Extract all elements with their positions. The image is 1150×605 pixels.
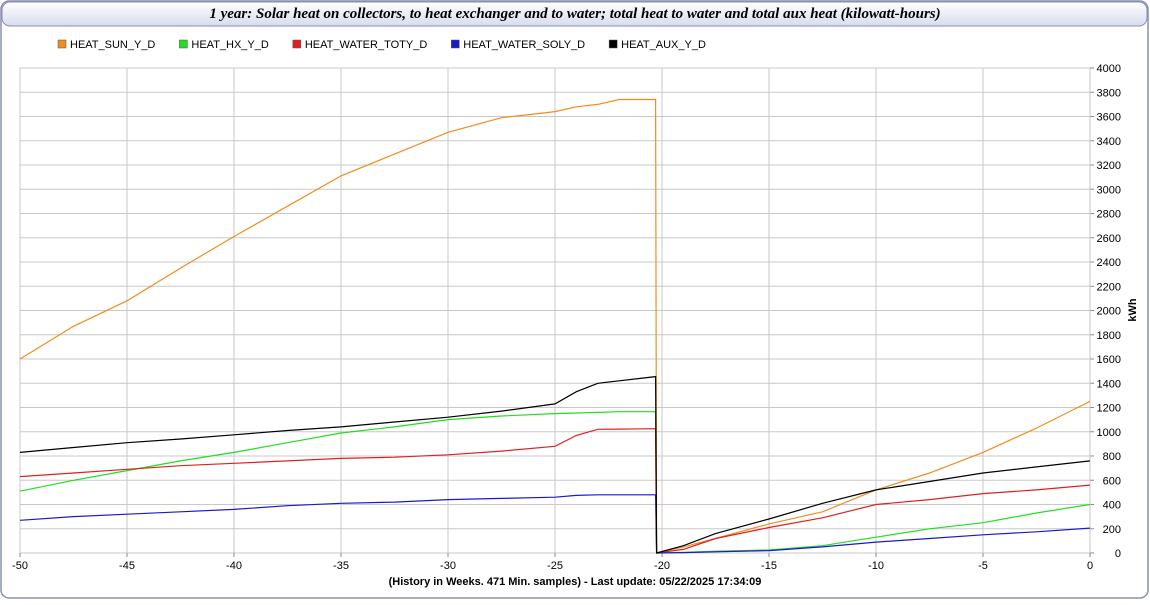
- legend-label: HEAT_WATER_SOLY_D: [463, 39, 585, 51]
- y-tick-label: 800: [1103, 451, 1121, 463]
- y-tick-label: 1800: [1097, 330, 1121, 342]
- series-line: [19, 494, 1091, 554]
- y-tick-label: 3200: [1097, 160, 1121, 172]
- x-tick-label: -15: [761, 560, 777, 572]
- series-line: [19, 411, 1091, 554]
- x-axis-label: (History in Weeks. 471 Min. samples) - L…: [389, 576, 762, 588]
- y-tick-label: 2000: [1097, 306, 1121, 318]
- x-tick-label: 0: [1087, 560, 1093, 572]
- x-tick-label: -30: [440, 560, 456, 572]
- y-tick-label: 3400: [1097, 136, 1121, 148]
- x-tick-label: -35: [333, 560, 349, 572]
- y-tick-label: 400: [1103, 500, 1121, 512]
- series-line: [19, 375, 1091, 554]
- legend-swatch: [179, 39, 188, 49]
- y-tick-label: 2800: [1097, 209, 1121, 221]
- x-tick-label: -50: [12, 560, 28, 572]
- legend-label: HEAT_AUX_Y_D: [621, 39, 706, 51]
- x-tick-label: -45: [119, 560, 135, 572]
- y-tick-label: 3000: [1097, 184, 1121, 196]
- y-tick-label: 600: [1103, 475, 1121, 487]
- x-tick-label: -5: [978, 560, 988, 572]
- y-tick-label: 1400: [1097, 378, 1121, 390]
- y-tick-label: 2200: [1097, 281, 1121, 293]
- y-tick-label: 2600: [1097, 233, 1121, 245]
- legend-swatch: [608, 39, 618, 49]
- y-tick-label: 3600: [1097, 112, 1121, 124]
- y-tick-label: 1600: [1097, 354, 1121, 366]
- title-bar: [1, 1, 1148, 27]
- legend-label: HEAT_SUN_Y_D: [70, 39, 155, 51]
- x-tick-label: -10: [868, 560, 884, 572]
- x-tick-label: -20: [654, 560, 670, 572]
- legend-label: HEAT_WATER_TOTY_D: [305, 39, 428, 51]
- x-tick-label: -40: [226, 560, 242, 572]
- x-tick-label: -25: [547, 560, 563, 572]
- y-tick-label: 0: [1115, 548, 1121, 560]
- y-tick-label: 1200: [1097, 403, 1121, 415]
- legend-label: HEAT_HX_Y_D: [191, 39, 268, 51]
- series-line: [19, 428, 1091, 554]
- legend-swatch: [292, 39, 302, 49]
- legend-swatch: [451, 39, 460, 49]
- chart-title: 1 year: Solar heat on collectors, to hea…: [209, 6, 940, 22]
- y-tick-label: 3800: [1097, 87, 1121, 99]
- legend-swatch: [57, 39, 67, 49]
- y-tick-label: 4000: [1097, 63, 1121, 75]
- y-axis-label: kWh: [1127, 298, 1139, 322]
- y-tick-label: 1000: [1097, 427, 1121, 439]
- y-tick-label: 200: [1103, 524, 1121, 536]
- y-tick-label: 2400: [1097, 257, 1121, 269]
